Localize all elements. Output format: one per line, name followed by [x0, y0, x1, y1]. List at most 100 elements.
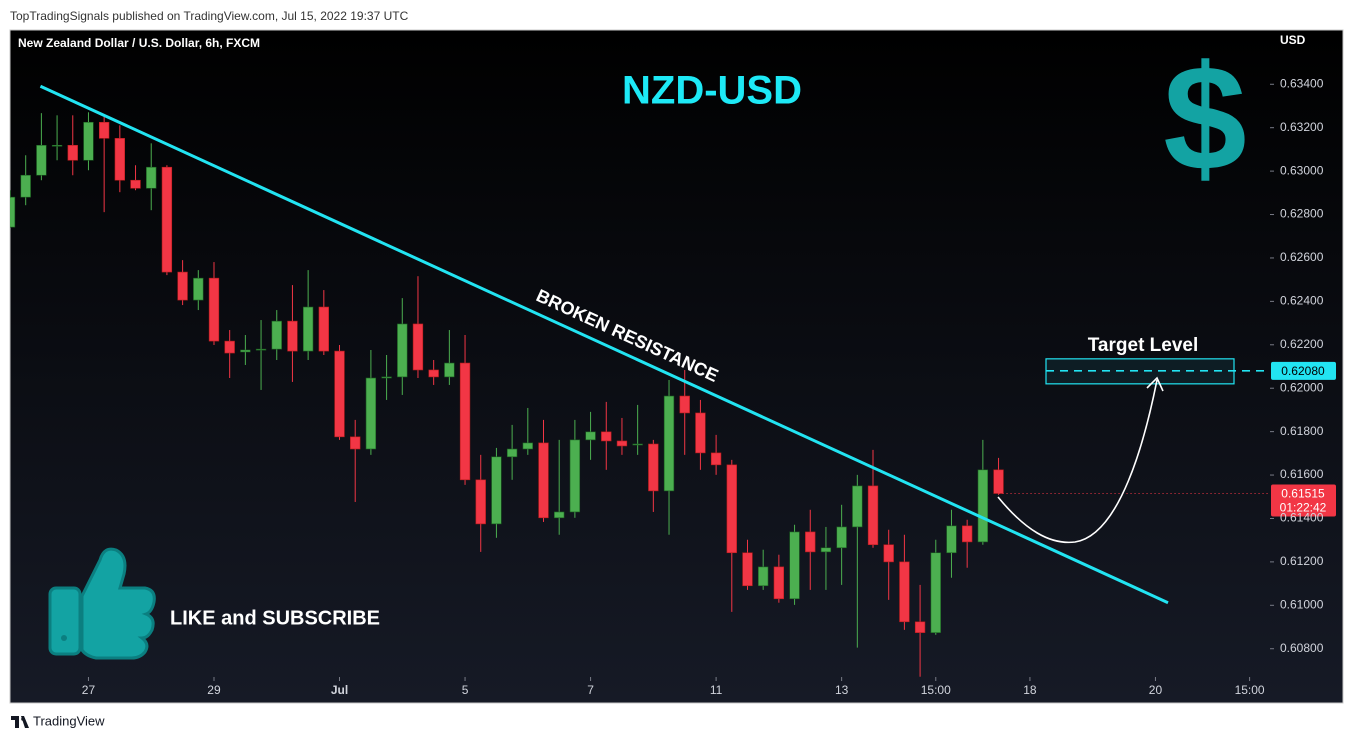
candle-body: [287, 320, 298, 352]
candle-body: [334, 350, 345, 438]
candle-body: [820, 547, 832, 553]
projection-arrow: [997, 379, 1158, 544]
candle-body: [318, 306, 329, 352]
candle-body: [255, 348, 267, 351]
candle-body: [271, 320, 282, 350]
candle-body: [852, 485, 863, 528]
candle-body: [601, 431, 612, 442]
candle-body: [758, 566, 769, 587]
candle-body: [946, 525, 957, 554]
candle-body: [36, 144, 47, 176]
candle-body: [302, 306, 314, 352]
candle-body: [130, 179, 141, 189]
target-title: Target Level: [1088, 335, 1199, 356]
x-tick-label: 27: [82, 683, 96, 697]
x-tick-label: 20: [1149, 683, 1163, 697]
candle-body: [726, 464, 737, 554]
candle-body: [193, 277, 204, 301]
candle-body: [585, 431, 596, 441]
footer: TradingView: [33, 713, 105, 728]
candle-body: [51, 144, 63, 147]
currency: USD: [1280, 33, 1306, 47]
y-tick-label: 0.62200: [1280, 337, 1324, 351]
candle-body: [789, 531, 800, 600]
last-price-label: 0.61515: [1281, 487, 1325, 501]
y-tick-label: 0.63400: [1280, 76, 1324, 90]
footer-logo: [11, 716, 29, 728]
candle-body: [648, 443, 659, 492]
candle-body: [475, 479, 486, 525]
chart-title: NZD-USD: [622, 69, 802, 113]
y-tick-label: 0.63000: [1280, 163, 1324, 177]
x-tick-label: 29: [207, 683, 221, 697]
candle-body: [961, 525, 973, 543]
candle-body: [428, 369, 439, 378]
candle-body: [397, 323, 408, 378]
trendline: [39, 84, 1169, 605]
target-tag-label: 0.62080: [1281, 364, 1325, 378]
y-tick-label: 0.62000: [1280, 380, 1324, 394]
candle-body: [114, 138, 126, 181]
arrow-head: [1146, 376, 1164, 392]
candle-body: [554, 511, 565, 519]
y-tick-label: 0.60800: [1280, 641, 1324, 655]
candle-body: [240, 349, 251, 353]
target-tag: [1271, 361, 1336, 380]
y-tick-label: 0.63200: [1280, 120, 1324, 134]
candle-body: [444, 362, 455, 378]
candle-body: [522, 442, 533, 450]
thumbs-up-icon: [48, 547, 156, 660]
x-tick-label: 15:00: [1235, 683, 1265, 697]
y-tick-label: 0.62600: [1280, 250, 1324, 264]
candle-body: [742, 552, 753, 587]
candle-body: [663, 395, 675, 492]
x-tick-label: Jul: [331, 683, 348, 697]
countdown: 01:22:42: [1280, 501, 1327, 515]
last-price-tag: [1271, 484, 1336, 517]
x-tick-label: 7: [587, 683, 594, 697]
candle-body: [899, 561, 910, 623]
candle-body: [710, 452, 722, 466]
candle-body: [20, 174, 31, 198]
dollar-icon: $: [1163, 34, 1246, 202]
candle-body: [350, 436, 361, 450]
candle-body: [412, 323, 424, 371]
y-tick-label: 0.61600: [1280, 467, 1324, 481]
promo-text: LIKE and SUBSCRIBE: [170, 607, 380, 629]
candle-body: [146, 166, 157, 189]
candle-body: [459, 362, 471, 481]
header: TopTradingSignals published on TradingVi…: [10, 9, 409, 23]
x-tick-label: 15:00: [921, 683, 951, 697]
candle-body: [867, 485, 879, 546]
x-tick-label: 13: [835, 683, 849, 697]
subtitle: New Zealand Dollar / U.S. Dollar, 6h, FX…: [18, 36, 260, 50]
candle-body: [883, 544, 894, 563]
candle-body: [679, 395, 690, 414]
candle-body: [224, 340, 235, 354]
candle-body: [977, 469, 989, 543]
y-tick-label: 0.61800: [1280, 424, 1324, 438]
candle-body: [10, 196, 16, 228]
candle-body: [569, 439, 581, 513]
candle-body: [632, 443, 643, 446]
plot-area: [10, 84, 1169, 677]
candle-body: [930, 552, 941, 633]
y-tick-label: 0.61200: [1280, 554, 1324, 568]
candle-body: [381, 376, 392, 379]
candle-body: [177, 271, 188, 301]
candle-body: [914, 621, 926, 633]
x-tick-label: 11: [710, 683, 723, 697]
candle-body: [538, 442, 549, 519]
y-tick-label: 0.61400: [1280, 511, 1324, 525]
candle-body: [695, 412, 706, 454]
x-tick-label: 18: [1023, 683, 1037, 697]
candle-body: [98, 121, 110, 139]
candle-body: [993, 469, 1004, 494]
candle-body: [491, 456, 502, 525]
candle-body: [83, 121, 94, 161]
candle-body: [773, 566, 785, 600]
chart-background: [9, 29, 1344, 704]
y-tick-label: 0.62400: [1280, 294, 1324, 308]
y-tick-label: 0.61000: [1280, 597, 1324, 611]
